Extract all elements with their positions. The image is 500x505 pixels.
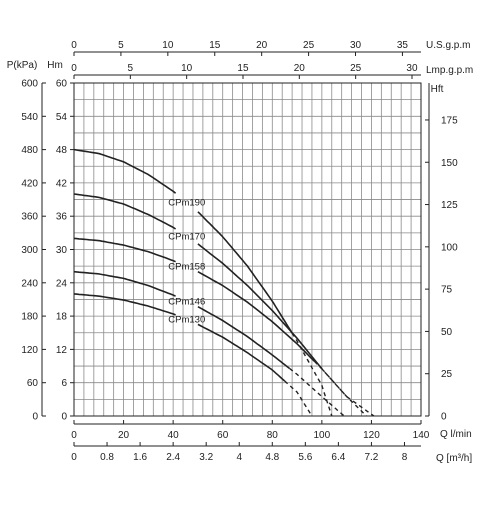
x-m3h-tick-label: 1.6 [133, 452, 147, 463]
x-lmpgpm-tick-label: 25 [350, 63, 362, 74]
curves: CPm190 CPm170 CPm158 CPm146 CPm130 [73, 148, 375, 417]
y-pressure-axis-title: P(kPa) [7, 60, 38, 71]
y-head-ft-tick-label: 100 [441, 242, 458, 253]
x-m3h-tick-label: 5.6 [298, 452, 312, 463]
curve-label: CPm158 [168, 262, 205, 273]
curve-line-dashed [313, 360, 367, 417]
curve-label: CPm146 [168, 296, 205, 307]
curve-line-solid [73, 270, 176, 297]
x-usgpm-tick-label: 5 [118, 40, 124, 51]
curve-line-dashed [284, 380, 313, 417]
x-m3h-tick-label: 4.8 [265, 452, 279, 463]
x-lmpgpm-tick-label: 15 [237, 63, 249, 74]
y-head-ft-tick-label: 0 [441, 412, 447, 423]
x-lmpgpm-tick-label: 10 [181, 63, 193, 74]
y-pressure-tick-label: 60 [27, 378, 39, 389]
curve-line-solid [73, 148, 177, 194]
y-head-m-tick-label: 6 [61, 378, 67, 389]
y-head-ft-tick-label: 25 [441, 369, 453, 380]
x-main-axis-title: Q l/min [440, 429, 472, 440]
x-m3h-tick-label: 8 [402, 452, 408, 463]
axes: 0612182430364248546006012018024030036042… [21, 40, 458, 463]
x-lmpgpm-tick-label: 0 [71, 63, 77, 74]
y-head-ft-tick-label: 175 [441, 115, 458, 126]
y-pressure-tick-label: 240 [21, 278, 38, 289]
x-m3h-tick-label: 2.4 [166, 452, 180, 463]
x-main-tick-label: 40 [168, 430, 180, 441]
x-lmpgpm-tick-label: 5 [128, 63, 134, 74]
y-head-m-tick-label: 42 [56, 178, 68, 189]
x-usgpm-tick-label: 10 [162, 40, 174, 51]
y-pressure-tick-label: 120 [21, 345, 38, 356]
y-pressure-tick-label: 0 [32, 412, 38, 423]
x-main-tick-label: 140 [413, 430, 430, 441]
x-usgpm-axis-title: U.S.g.p.m [426, 40, 470, 51]
x-usgpm-tick-label: 20 [256, 40, 268, 51]
y-head-m-tick-label: 48 [56, 145, 68, 156]
y-head-m-tick-label: 30 [56, 245, 68, 256]
curve-line-solid [197, 243, 323, 370]
curve-line-solid [197, 270, 315, 362]
y-pressure-tick-label: 300 [21, 245, 38, 256]
curve-line-solid [197, 305, 291, 370]
x-lmpgpm-tick-label: 20 [294, 63, 306, 74]
x-usgpm-tick-label: 25 [303, 40, 315, 51]
x-m3h-tick-label: 4 [236, 452, 242, 463]
curve-label: CPm170 [168, 231, 205, 242]
grid [73, 82, 422, 417]
y-pressure-tick-label: 480 [21, 145, 38, 156]
y-head-m-tick-label: 18 [56, 312, 68, 323]
y-head-ft-tick-label: 125 [441, 200, 458, 211]
curve-line-solid [73, 237, 176, 263]
x-main-tick-label: 100 [314, 430, 331, 441]
curve-line-dashed [321, 368, 375, 417]
x-main-tick-label: 60 [217, 430, 229, 441]
curve-label: CPm190 [168, 198, 205, 209]
x-m3h-tick-label: 3.2 [199, 452, 213, 463]
y-pressure-tick-label: 540 [21, 112, 38, 123]
y-pressure-tick-label: 420 [21, 178, 38, 189]
y-pressure-tick-label: 180 [21, 312, 38, 323]
y-head-ft-axis-title: Hft [431, 84, 444, 95]
y-head-m-tick-label: 60 [56, 79, 68, 90]
x-usgpm-tick-label: 30 [350, 40, 362, 51]
x-m3h-axis-title: Q [m³/h] [436, 453, 472, 464]
y-head-m-tick-label: 0 [61, 412, 67, 423]
curve-line-solid [73, 193, 177, 230]
x-usgpm-tick-label: 15 [209, 40, 221, 51]
curve-line-solid [73, 293, 176, 316]
y-head-ft-tick-label: 150 [441, 158, 458, 169]
x-usgpm-tick-label: 35 [397, 40, 409, 51]
curve-line-dashed [291, 332, 333, 417]
y-head-ft-tick-label: 75 [441, 285, 453, 296]
y-head-m-tick-label: 24 [56, 278, 68, 289]
x-m3h-tick-label: 0 [71, 452, 77, 463]
y-pressure-tick-label: 600 [21, 79, 38, 90]
y-head-m-tick-label: 12 [56, 345, 68, 356]
x-m3h-tick-label: 6.4 [331, 452, 345, 463]
y-head-m-tick-label: 36 [56, 212, 68, 223]
y-head-m-axis-title: Hm [47, 60, 63, 71]
x-m3h-tick-label: 0.8 [100, 452, 114, 463]
x-main-tick-label: 0 [71, 430, 77, 441]
y-head-m-tick-label: 54 [56, 112, 68, 123]
curve-line-solid [197, 211, 293, 334]
y-pressure-tick-label: 360 [21, 212, 38, 223]
x-m3h-tick-label: 7.2 [364, 452, 378, 463]
x-lmpgpm-tick-label: 30 [406, 63, 418, 74]
curve-label: CPm130 [168, 315, 205, 326]
curve-line-solid [197, 323, 286, 382]
y-head-ft-tick-label: 50 [441, 327, 453, 338]
curve-line-dashed [289, 367, 345, 417]
x-main-tick-label: 120 [363, 430, 380, 441]
x-main-tick-label: 80 [267, 430, 279, 441]
x-lmpgpm-axis-title: Lmp.g.p.m [426, 65, 473, 76]
x-usgpm-tick-label: 0 [71, 40, 77, 51]
x-main-tick-label: 20 [118, 430, 130, 441]
